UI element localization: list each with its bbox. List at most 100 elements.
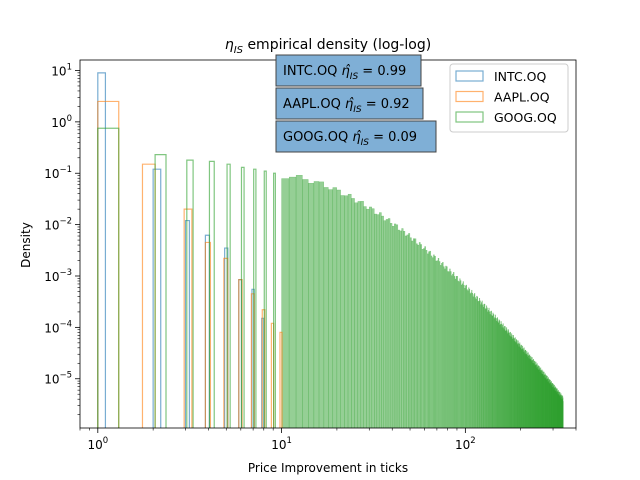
tail-bar: [442, 262, 444, 428]
tail-bar: [467, 290, 469, 428]
tail-bar: [428, 251, 430, 428]
legend-swatch: [455, 70, 484, 82]
tail-bar: [438, 261, 441, 428]
y-tick-label: 10−5: [44, 371, 72, 387]
tail-bar: [401, 228, 404, 428]
tail-bar: [328, 189, 333, 428]
histogram-bin: [184, 219, 190, 428]
tail-bar: [404, 235, 407, 428]
tail-bar: [399, 230, 402, 428]
annotation-text: AAPL.OQ η̂IS = 0.92: [283, 97, 410, 115]
tail-bar: [462, 281, 464, 428]
histogram-bin: [263, 170, 267, 428]
tail-bar: [409, 237, 412, 428]
tail-bar: [302, 179, 309, 428]
plot-bars: [97, 72, 564, 428]
tail-bar: [385, 219, 389, 428]
histogram-bin: [223, 257, 229, 428]
tail-bar: [448, 271, 450, 428]
tail-bar: [469, 288, 471, 428]
histogram-bin: [204, 241, 212, 428]
annotation-box: AAPL.OQ η̂IS = 0.92: [275, 87, 424, 120]
legend-swatch: [455, 90, 484, 103]
tail-bar: [454, 278, 457, 428]
tail-bar: [473, 294, 475, 428]
tail-bar: [351, 198, 355, 428]
histogram-bin: [97, 72, 107, 428]
tail-bar: [447, 271, 449, 428]
tail-bar: [449, 268, 451, 428]
tail-bar: [453, 272, 455, 428]
tail-bar: [460, 280, 462, 428]
histogram-bin: [226, 163, 231, 428]
histogram-bin: [97, 127, 120, 428]
histogram-bin: [186, 159, 194, 428]
y-axis-label: Density: [19, 222, 33, 268]
tail-bar: [465, 284, 467, 428]
histogram-bin: [154, 154, 167, 428]
tail-bar: [461, 283, 463, 428]
title-text: empirical density (log-log): [247, 37, 431, 53]
histogram-bin: [273, 172, 276, 428]
tail-bar: [424, 246, 426, 428]
tail-bar: [458, 281, 460, 428]
tail-bar: [465, 285, 467, 428]
tail-bar: [414, 238, 417, 428]
tail-bar: [381, 215, 384, 428]
histogram-bin: [279, 331, 283, 428]
tail-bar: [369, 206, 372, 428]
tail-bar: [347, 193, 352, 428]
tail-bar: [397, 229, 400, 428]
annotation-box: INTC.OQ η̂IS = 0.99: [275, 54, 422, 87]
tail-bar: [421, 249, 424, 428]
y-tick-label: 100: [51, 114, 72, 130]
tail-bar: [454, 276, 456, 428]
x-tick-label: 100: [87, 436, 108, 452]
legend-entry: AAPL.OQ: [455, 90, 550, 105]
tail-bar: [393, 223, 397, 428]
tail-bar: [281, 178, 290, 428]
tail-bar: [472, 296, 474, 428]
legend-label: GOOG.OQ: [494, 110, 557, 125]
tail-bar: [354, 202, 358, 428]
tail-bar: [441, 263, 443, 428]
tail-bar: [470, 292, 472, 428]
tail-bar: [420, 244, 422, 428]
tail-bar: [374, 213, 377, 428]
tail-bar: [436, 260, 439, 428]
tail-bar: [344, 195, 349, 428]
tail-bar: [452, 273, 454, 428]
tail-bar: [450, 271, 452, 428]
annotation-text: GOOG.OQ η̂IS = 0.09: [283, 130, 417, 148]
tail-bar: [451, 275, 453, 428]
legend-entry: INTC.OQ: [455, 69, 546, 84]
tail-bar: [417, 244, 420, 428]
tail-bar: [383, 220, 387, 428]
tail-bar: [562, 401, 564, 428]
legend-swatch: [455, 111, 484, 123]
tail-bar: [433, 254, 435, 428]
tail-bar: [371, 208, 375, 428]
tail-bar: [472, 293, 474, 428]
tail-bar: [437, 258, 440, 428]
tail-bar: [456, 276, 458, 428]
tail-bar: [455, 276, 457, 428]
tail-bar: [463, 284, 465, 428]
tail-bar: [444, 268, 446, 428]
tail-bar: [425, 250, 428, 428]
annotation-text: INTC.OQ η̂IS = 0.99: [283, 64, 406, 82]
y-tick-label: 10−1: [44, 165, 72, 181]
tail-bar: [332, 187, 337, 428]
tail-bar: [445, 265, 447, 428]
tail-bar: [313, 181, 320, 428]
tail-bar: [295, 175, 303, 428]
tail-bar: [468, 287, 470, 428]
tail-bar: [418, 242, 421, 428]
histogram-bin: [253, 168, 257, 428]
tail-bar: [431, 257, 434, 428]
legend-label: AAPL.OQ: [494, 90, 550, 105]
tail-bar: [395, 224, 399, 428]
histogram-bin: [204, 234, 211, 428]
tail-bar: [427, 253, 429, 428]
tail-bar: [340, 195, 345, 428]
